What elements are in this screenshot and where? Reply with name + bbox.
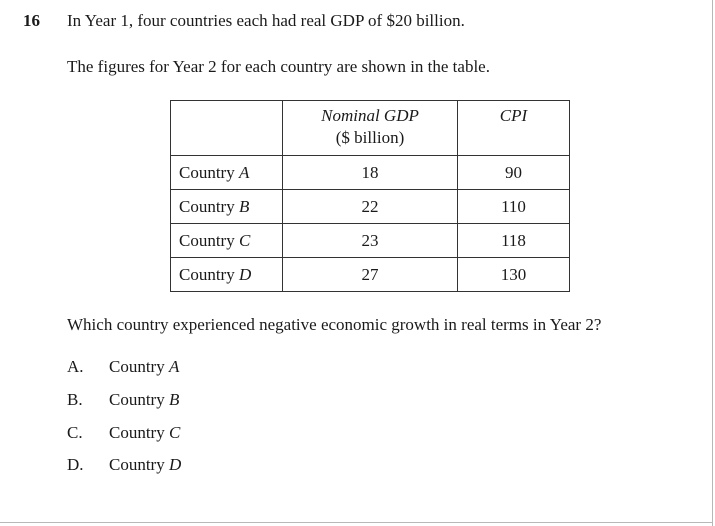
country-prefix: Country <box>179 196 235 216</box>
country-letter: A <box>238 162 250 182</box>
answer-option-c[interactable]: C. Country C <box>67 423 180 443</box>
page-border-bottom <box>0 522 713 523</box>
header-nominal-line2: ($ billion) <box>335 128 405 147</box>
page-border-right <box>712 0 713 526</box>
nominal-gdp-cell: 23 <box>282 223 458 258</box>
option-prefix: Country <box>109 390 165 409</box>
country-letter: C <box>238 230 251 250</box>
cpi-cell: 130 <box>457 257 570 292</box>
table-row: Country C 23 118 <box>170 223 570 258</box>
table-intro: The figures for Year 2 for each country … <box>67 57 490 76</box>
table-row: Country D 27 130 <box>170 257 570 292</box>
gdp-cpi-table: Nominal GDP ($ billion) CPI Country A 18… <box>170 100 570 292</box>
country-prefix: Country <box>179 162 235 182</box>
nominal-gdp-cell: 18 <box>282 155 458 190</box>
header-nominal-gdp: Nominal GDP ($ billion) <box>282 100 458 156</box>
cpi-cell: 118 <box>457 223 570 258</box>
option-name: D <box>168 455 182 474</box>
table-row: Country B 22 110 <box>170 189 570 224</box>
nominal-gdp-cell: 27 <box>282 257 458 292</box>
header-empty-cell <box>170 100 283 156</box>
option-name: A <box>168 357 180 376</box>
country-cell: Country A <box>170 155 283 190</box>
option-prefix: Country <box>109 357 165 376</box>
nominal-gdp-cell: 22 <box>282 189 458 224</box>
question-prompt: Which country experienced negative econo… <box>67 315 602 334</box>
option-letter: D. <box>67 455 84 474</box>
country-cell: Country D <box>170 257 283 292</box>
option-prefix: Country <box>109 455 165 474</box>
question-intro: In Year 1, four countries each had real … <box>67 11 465 30</box>
country-cell: Country B <box>170 189 283 224</box>
option-letter: A. <box>67 357 84 376</box>
table-row: Country A 18 90 <box>170 155 570 190</box>
header-cpi: CPI <box>457 100 570 156</box>
country-letter: D <box>238 264 252 284</box>
table-header-row: Nominal GDP ($ billion) CPI <box>170 100 570 156</box>
country-cell: Country C <box>170 223 283 258</box>
cpi-cell: 110 <box>457 189 570 224</box>
option-name: B <box>168 390 180 409</box>
country-prefix: Country <box>179 264 235 284</box>
header-nominal-line1: Nominal GDP <box>321 106 419 125</box>
option-letter: B. <box>67 390 83 409</box>
cpi-cell: 90 <box>457 155 570 190</box>
answer-option-a[interactable]: A. Country A <box>67 357 179 377</box>
country-letter: B <box>238 196 250 216</box>
question-number: 16 <box>23 11 40 30</box>
option-prefix: Country <box>109 423 165 442</box>
country-prefix: Country <box>179 230 235 250</box>
answer-option-b[interactable]: B. Country B <box>67 390 179 410</box>
option-letter: C. <box>67 423 83 442</box>
option-name: C <box>168 423 181 442</box>
answer-option-d[interactable]: D. Country D <box>67 455 181 475</box>
